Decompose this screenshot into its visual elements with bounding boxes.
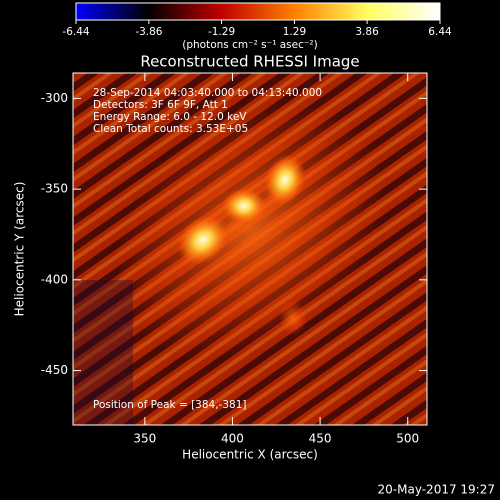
colorbar-label: (photons cm⁻² s⁻¹ asec⁻²) — [182, 39, 317, 51]
colorbar-tick-label: -1.29 — [208, 26, 235, 38]
annotation: Clean Total counts: 3.53E+05 — [93, 123, 248, 135]
colorbar-tick-label: 3.86 — [355, 26, 379, 38]
image — [73, 73, 427, 425]
annotation: Energy Range: 6.0 - 12.0 keV — [93, 111, 247, 123]
y-tick-label: -450 — [41, 363, 68, 377]
y-axis-label: Heliocentric Y (arcsec) — [13, 182, 27, 317]
colorbar — [75, 2, 441, 21]
colorbar-tick-label: 1.29 — [283, 26, 306, 38]
colorbar-tick-label: -6.44 — [62, 26, 89, 38]
colorbar-tick-label: 6.44 — [428, 26, 452, 38]
plot-frame — [72, 72, 428, 426]
y-tick-label: -300 — [41, 91, 68, 105]
y-tick-label: -400 — [41, 272, 68, 286]
annotation: 28-Sep-2014 04:03:40.000 to 04:13:40.000 — [93, 87, 322, 99]
x-tick-label: 450 — [309, 432, 332, 446]
chart-title: Reconstructed RHESSI Image — [140, 53, 359, 71]
timestamp: 20-May-2017 19:27 — [378, 483, 495, 497]
colorbar-tick-label: -3.86 — [135, 26, 162, 38]
peak-annotation: Position of Peak = [384,-381] — [93, 399, 247, 411]
x-tick-label: 350 — [133, 432, 156, 446]
annotation: Detectors: 3F 6F 9F, Att 1 — [93, 99, 228, 111]
x-tick-label: 500 — [396, 432, 419, 446]
x-tick-label: 400 — [221, 432, 244, 446]
x-axis-label: Heliocentric X (arcsec) — [182, 448, 318, 462]
y-tick-label: -350 — [41, 182, 68, 196]
